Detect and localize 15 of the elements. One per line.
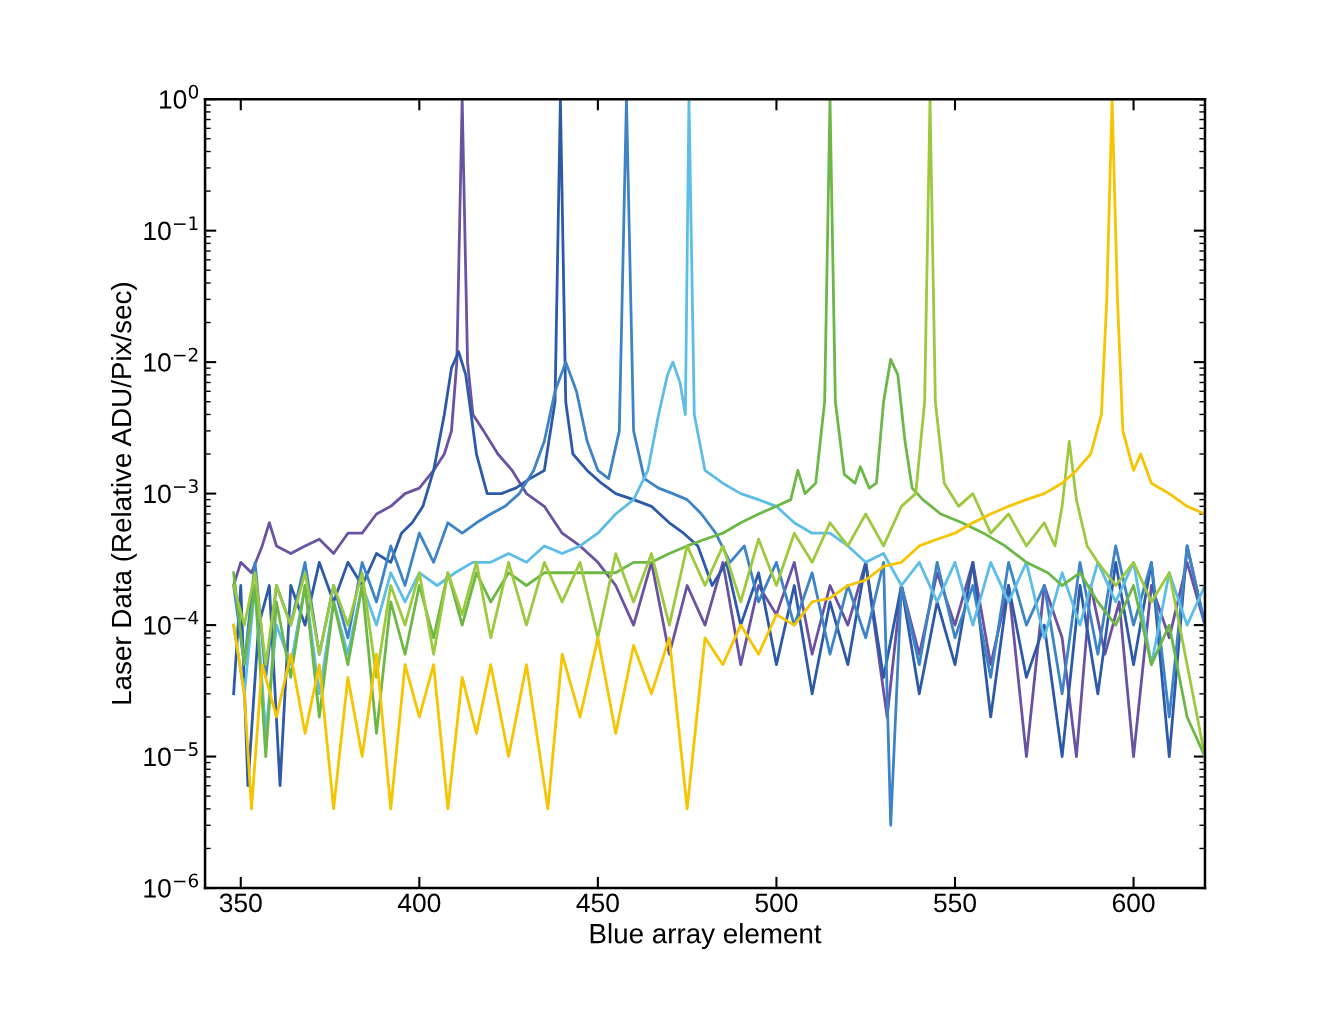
x-tick-label: 600 (1112, 893, 1155, 913)
y-tick-label: 10$^{−1}$ (144, 216, 198, 241)
y-tick-label: 10$^{−4}$ (144, 610, 199, 635)
y-tick-label: 10$^{−3}$ (144, 479, 198, 504)
x-tick-label: 450 (576, 893, 619, 913)
y-tick-label: 10$^{−2}$ (144, 347, 198, 372)
x-axis-title: Blue array element (590, 923, 822, 949)
x-tick-label: 550 (934, 893, 976, 913)
y-tick-label: 10$^{−5}$ (144, 742, 198, 767)
x-tick-label: 400 (397, 893, 441, 913)
y-axis-title: Laser Data (Relative ADU/Pix/sec) (110, 283, 137, 704)
y-tick-label: 10$^{−6}$ (144, 873, 199, 898)
x-tick-label: 500 (755, 893, 798, 913)
y-tick-label: 10$^{0}$ (159, 84, 199, 109)
x-tick-label: 350 (219, 893, 262, 913)
